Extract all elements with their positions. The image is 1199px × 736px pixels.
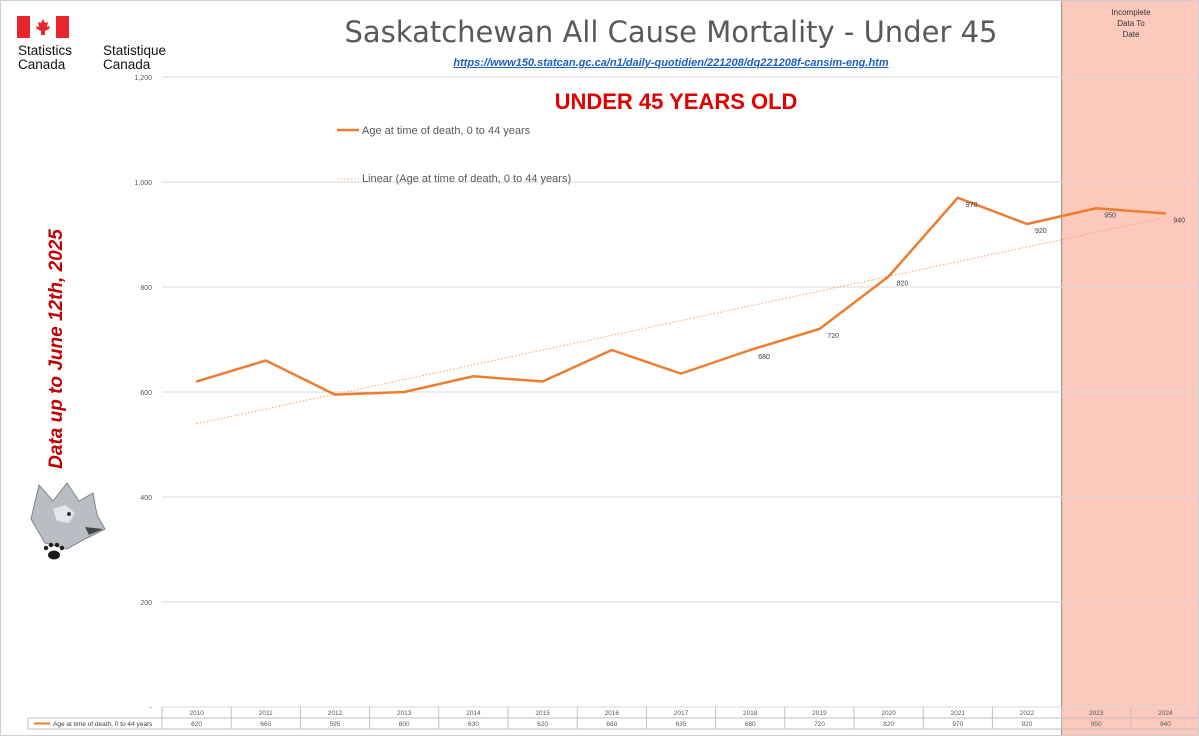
table-value: 600: [399, 721, 410, 728]
y-tick-label: 600: [140, 390, 152, 397]
legend-series-swatch: [337, 128, 359, 132]
data-label: 680: [758, 354, 770, 361]
source-link[interactable]: https://www150.statcan.gc.ca/n1/daily-qu…: [453, 57, 889, 69]
table-value: 660: [260, 721, 271, 728]
incomplete-note-line2: Data To: [1117, 19, 1145, 28]
table-value: 720: [814, 721, 825, 728]
data-point: [472, 375, 475, 378]
table-category-label: 2012: [328, 710, 343, 717]
series-line: [196, 196, 1166, 396]
incomplete-region-shade: [1061, 1, 1198, 735]
table-value: 970: [952, 721, 963, 728]
data-label: 950: [1104, 212, 1116, 219]
table-category-label: 2024: [1158, 710, 1173, 717]
table-value: 620: [191, 721, 202, 728]
logo-en-line1: Statistics: [18, 43, 73, 58]
incomplete-note-line3: Date: [1122, 30, 1140, 39]
data-label: 940: [1173, 218, 1185, 225]
table-category-label: 2016: [605, 710, 620, 717]
data-date-note: Data up to June 12th, 2025: [46, 229, 67, 469]
table-value: 950: [1091, 721, 1102, 728]
table-value: 620: [537, 721, 548, 728]
y-tick-label: 400: [140, 495, 152, 502]
data-point: [541, 380, 544, 383]
statistique-canada-logo-fr: Statistique Canada: [103, 44, 166, 72]
y-tick-label: -: [150, 705, 153, 712]
table-category-label: 2014: [466, 710, 481, 717]
table-category-label: 2021: [951, 710, 966, 717]
canada-flag-icon: [17, 16, 69, 38]
data-point: [1026, 223, 1028, 225]
data-point: [265, 359, 267, 362]
data-point: [611, 349, 613, 351]
data-point: [1164, 212, 1167, 215]
logo-fr-line2: Canada: [103, 57, 151, 72]
table-value: 920: [1022, 721, 1033, 728]
data-point: [887, 275, 890, 278]
table-category-label: 2013: [397, 710, 412, 717]
data-point: [680, 372, 682, 375]
data-point: [1095, 207, 1097, 210]
data-point: [957, 196, 959, 199]
table-series-label: Age at time of death, 0 to 44 years: [53, 721, 153, 728]
chart-subtitle: UNDER 45 YEARS OLD: [554, 89, 798, 114]
table-category-label: 2019: [812, 710, 827, 717]
table-category-label: 2010: [189, 710, 204, 717]
table-category-label: 2011: [259, 710, 273, 717]
data-point: [334, 393, 336, 396]
data-point: [195, 380, 198, 383]
wolf-logo-icon: [30, 482, 106, 560]
table-value: 635: [676, 721, 687, 728]
table-value: 820: [883, 721, 894, 728]
table-category-label: 2023: [1089, 710, 1104, 717]
table-category-label: 2015: [535, 710, 550, 717]
trendline: [196, 217, 1166, 425]
y-tick-label: 800: [140, 285, 152, 292]
data-label: 720: [827, 333, 839, 340]
data-point: [818, 328, 821, 330]
data-label: 920: [1035, 228, 1047, 235]
table-value: 680: [606, 721, 617, 728]
chart-title: Saskatchewan All Cause Mortality - Under…: [344, 15, 998, 49]
data-point: [749, 349, 751, 351]
data-point: [403, 391, 406, 393]
statistics-canada-logo-en: Statistics Canada: [18, 44, 72, 72]
y-tick-label: 1,000: [134, 180, 152, 187]
data-label: 970: [966, 202, 978, 209]
logo-fr-line1: Statistique: [103, 43, 167, 58]
y-tick-label: 200: [140, 600, 152, 607]
logo-en-line2: Canada: [18, 57, 66, 72]
incomplete-data-note: Incomplete Data To Date: [1062, 7, 1198, 40]
incomplete-note-line1: Incomplete: [1111, 8, 1151, 17]
legend-series-label: Age at time of death, 0 to 44 years: [362, 125, 531, 137]
table-value: 595: [330, 721, 341, 728]
table-category-label: 2022: [1020, 710, 1035, 717]
y-tick-label: 1,200: [134, 75, 152, 82]
data-label: 820: [897, 281, 909, 288]
table-category-label: 2020: [881, 710, 896, 717]
table-value: 680: [745, 721, 756, 728]
table-value: 940: [1160, 721, 1171, 728]
table-category-label: 2018: [743, 710, 758, 717]
table-category-label: 2017: [674, 710, 689, 717]
legend-trend-label: Linear (Age at time of death, 0 to 44 ye…: [362, 173, 572, 185]
table-value: 630: [468, 721, 479, 728]
legend-trend-swatch: [337, 178, 359, 180]
